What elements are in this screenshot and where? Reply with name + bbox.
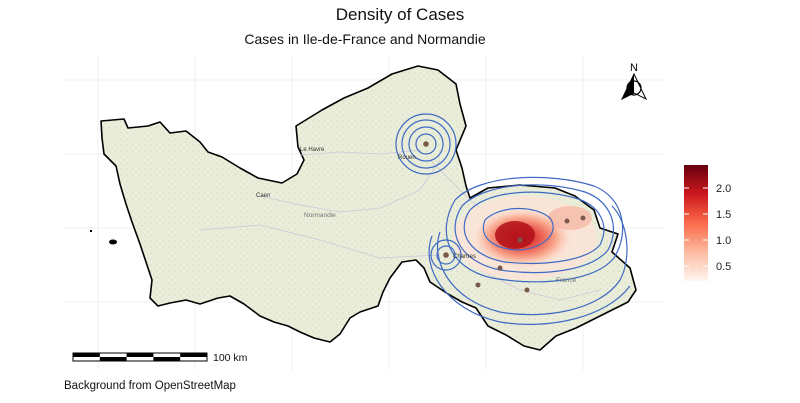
north-arrow-icon: N — [620, 62, 648, 101]
legend-colorbar — [684, 165, 708, 281]
attribution-caption: Background from OpenStreetMap — [64, 380, 236, 392]
map-title: Density of Cases — [335, 5, 465, 24]
map-subtitle: Cases in Ile-de-France and Normandie — [244, 31, 486, 47]
density-contours — [395, 113, 631, 325]
scale-bar: 100 km — [72, 352, 248, 364]
label-rouen: Rouen — [398, 155, 416, 161]
legend-tick: 0.5 — [716, 261, 731, 273]
case-point — [423, 141, 429, 147]
legend-tick: 1.5 — [716, 209, 731, 221]
case-point — [564, 218, 570, 224]
label-chartres: Chartres — [453, 254, 476, 260]
label-caen: Caen — [256, 193, 270, 199]
case-point — [580, 215, 586, 221]
case-point — [517, 237, 523, 243]
north-label: N — [630, 62, 638, 74]
case-point — [524, 287, 530, 293]
label-normandie: Normandie — [304, 212, 336, 219]
case-point — [475, 282, 481, 288]
legend-tick: 1.0 — [716, 235, 731, 247]
label-france: France — [556, 277, 577, 284]
scale-bar-label: 100 km — [213, 352, 248, 364]
case-point — [497, 265, 503, 271]
place-labels: Le Havre Rouen Caen Normandie Chartres F… — [256, 147, 577, 284]
islands — [90, 230, 117, 245]
legend-tick: 2.0 — [716, 183, 731, 195]
case-points — [423, 141, 586, 293]
case-point — [443, 252, 449, 258]
label-le-havre: Le Havre — [300, 147, 325, 153]
legend: 2.0 1.5 1.0 0.5 — [684, 165, 731, 281]
density-heatmap — [453, 196, 597, 280]
